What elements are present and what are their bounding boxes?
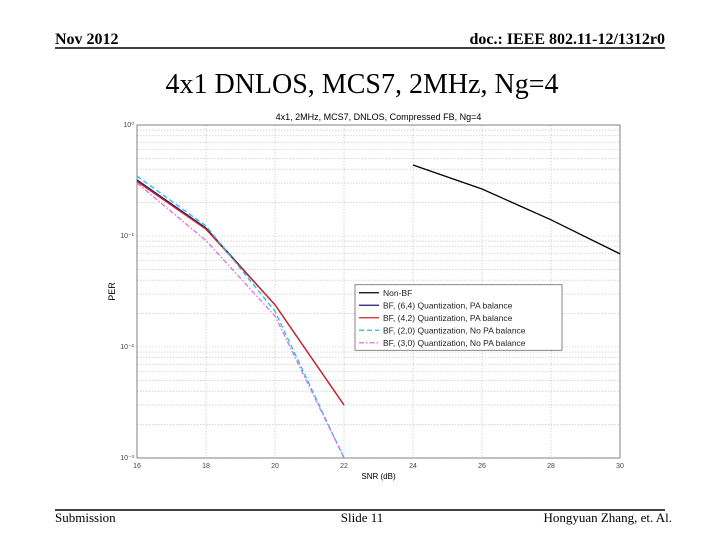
legend-label: BF, (3,0) Quantization, No PA balance xyxy=(383,338,526,348)
series-line xyxy=(136,175,345,459)
legend-label: Non-BF xyxy=(383,288,412,298)
footer-left: Submission xyxy=(55,510,116,525)
plot-frame xyxy=(136,124,621,459)
series-line xyxy=(412,164,621,255)
legend-label: BF, (2,0) Quantization, No PA balance xyxy=(383,325,526,335)
chart-title: 4x1, 2MHz, MCS7, DNLOS, Compressed FB, N… xyxy=(276,112,482,122)
x-tick-label: 22 xyxy=(340,463,348,470)
x-tick-label: 18 xyxy=(202,463,210,470)
chart: 4x1, 2MHz, MCS7, DNLOS, Compressed FB, N… xyxy=(107,112,624,481)
legend-box xyxy=(354,284,563,351)
footer-right: Hongyuan Zhang, et. Al. xyxy=(543,510,672,525)
slide-title: 4x1 DNLOS, MCS7, 2MHz, Ng=4 xyxy=(165,69,558,100)
x-tick-label: 28 xyxy=(547,463,555,470)
x-tick-label: 24 xyxy=(409,463,417,470)
header-doc: doc.: IEEE 802.11-12/1312r0 xyxy=(469,31,665,48)
x-tick-label: 16 xyxy=(133,463,141,470)
footer-center: Slide 11 xyxy=(341,510,384,525)
y-tick-label: 10⁻¹ xyxy=(120,233,134,240)
y-tick-label: 10⁻³ xyxy=(120,455,134,462)
x-tick-label: 26 xyxy=(478,463,486,470)
x-tick-label: 30 xyxy=(616,463,624,470)
x-axis-label: SNR (dB) xyxy=(361,472,396,481)
x-tick-label: 20 xyxy=(271,463,279,470)
legend-label: BF, (4,2) Quantization, PA balance xyxy=(383,313,513,323)
legend-label: BF, (6,4) Quantization, PA balance xyxy=(383,300,513,310)
header-date: Nov 2012 xyxy=(55,31,119,48)
series-line xyxy=(136,182,345,459)
y-axis-label: PER xyxy=(107,282,117,301)
y-tick-label: 10⁰ xyxy=(123,121,134,129)
series-line xyxy=(136,180,345,406)
y-tick-label: 10⁻² xyxy=(120,344,134,351)
